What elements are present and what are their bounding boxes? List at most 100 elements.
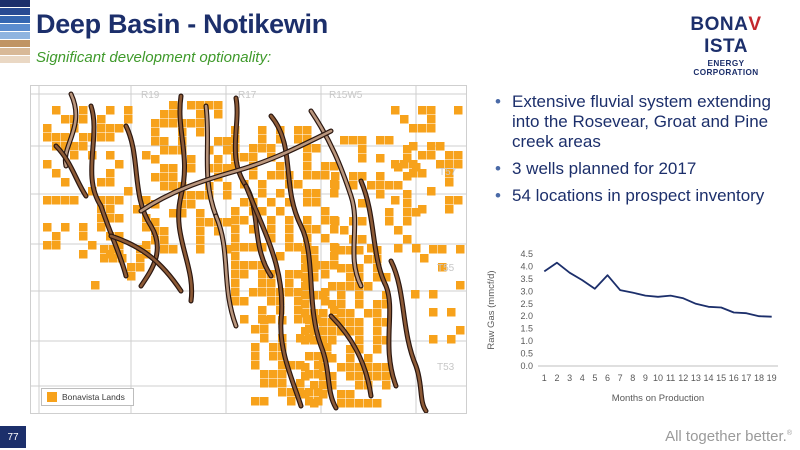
land-parcel	[319, 318, 328, 327]
land-parcel	[79, 250, 88, 259]
land-parcel	[205, 101, 214, 110]
land-parcel	[231, 297, 240, 306]
logo-wordmark: BONAVISTA	[674, 14, 778, 58]
land-parcel	[136, 254, 145, 263]
land-parcel	[376, 136, 385, 145]
land-parcel	[97, 178, 106, 187]
land-parcel	[303, 162, 312, 171]
land-parcel	[106, 205, 115, 214]
land-parcel	[106, 133, 115, 142]
land-parcel	[151, 137, 160, 146]
land-parcel	[269, 379, 278, 388]
land-parcel	[61, 223, 70, 232]
land-parcel	[251, 352, 260, 361]
land-parcel	[367, 244, 376, 253]
logo-subtitle: ENERGY CORPORATION	[693, 59, 759, 77]
land-parcel	[115, 241, 124, 250]
land-parcel	[382, 363, 391, 372]
land-parcel	[454, 160, 463, 169]
land-parcel	[160, 173, 169, 182]
land-parcel	[427, 106, 436, 115]
channel-fill	[309, 109, 363, 288]
land-parcel	[267, 297, 276, 306]
land-parcel	[367, 181, 376, 190]
land-parcel	[258, 189, 267, 198]
land-parcel	[376, 154, 385, 163]
land-parcel	[267, 279, 276, 288]
x-tick-label: 16	[729, 373, 739, 383]
land-parcel	[382, 372, 391, 381]
land-parcel	[187, 155, 196, 164]
land-parcel	[260, 397, 269, 406]
land-parcel	[196, 191, 205, 200]
slide-title: Deep Basin - Notikewin	[36, 9, 328, 39]
land-parcel	[305, 316, 314, 325]
land-parcel	[267, 144, 276, 153]
land-parcel	[358, 136, 367, 145]
header-stripe	[0, 32, 30, 39]
land-parcel	[124, 115, 133, 124]
land-parcel	[418, 151, 427, 160]
land-parcel	[323, 352, 332, 361]
land-parcel	[52, 232, 61, 241]
page-number: 77	[0, 426, 26, 448]
land-parcel	[267, 198, 276, 207]
land-parcel	[346, 327, 355, 336]
land-parcel	[258, 270, 267, 279]
land-parcel	[400, 160, 409, 169]
land-parcel	[294, 243, 303, 252]
land-parcel	[240, 216, 249, 225]
x-tick-label: 14	[704, 373, 714, 383]
land-parcel	[373, 318, 382, 327]
land-parcel	[294, 315, 303, 324]
land-parcel	[346, 273, 355, 282]
land-parcel	[70, 142, 79, 151]
land-parcel	[142, 196, 151, 205]
land-parcel	[303, 171, 312, 180]
land-parcel	[337, 309, 346, 318]
land-parcel	[355, 291, 364, 300]
land-parcel	[249, 243, 258, 252]
land-parcel	[349, 172, 358, 181]
land-parcel	[364, 282, 373, 291]
land-parcel	[43, 160, 52, 169]
land-parcel	[328, 318, 337, 327]
land-parcel	[418, 169, 427, 178]
land-parcel	[330, 252, 339, 261]
land-parcel	[303, 198, 312, 207]
legend-swatch	[47, 392, 57, 402]
land-parcel	[403, 145, 412, 154]
x-tick-label: 13	[691, 373, 701, 383]
land-parcel	[337, 291, 346, 300]
channel-fill	[359, 179, 398, 388]
land-parcel	[124, 187, 133, 196]
land-parcel	[427, 187, 436, 196]
land-parcel	[314, 397, 323, 406]
land-parcel	[312, 225, 321, 234]
land-parcel	[364, 363, 373, 372]
land-parcel	[52, 169, 61, 178]
land-parcel	[260, 379, 269, 388]
header-stripe	[0, 16, 30, 23]
land-parcel	[88, 241, 97, 250]
x-tick-label: 11	[666, 373, 675, 383]
land-parcel	[454, 151, 463, 160]
land-parcel	[296, 334, 305, 343]
land-parcel	[251, 343, 260, 352]
land-parcel	[319, 372, 328, 381]
land-parcel	[249, 153, 258, 162]
land-parcel	[260, 370, 269, 379]
land-parcel	[429, 308, 438, 317]
land-parcel	[196, 101, 205, 110]
land-parcel	[258, 180, 267, 189]
land-parcel	[456, 281, 465, 290]
land-parcel	[294, 306, 303, 315]
land-parcel	[321, 171, 330, 180]
land-parcel	[346, 246, 355, 255]
land-parcel	[269, 343, 278, 352]
land-parcel	[196, 218, 205, 227]
land-parcel	[321, 234, 330, 243]
channel-fill	[109, 234, 183, 293]
land-parcel	[385, 217, 394, 226]
land-parcel	[106, 151, 115, 160]
